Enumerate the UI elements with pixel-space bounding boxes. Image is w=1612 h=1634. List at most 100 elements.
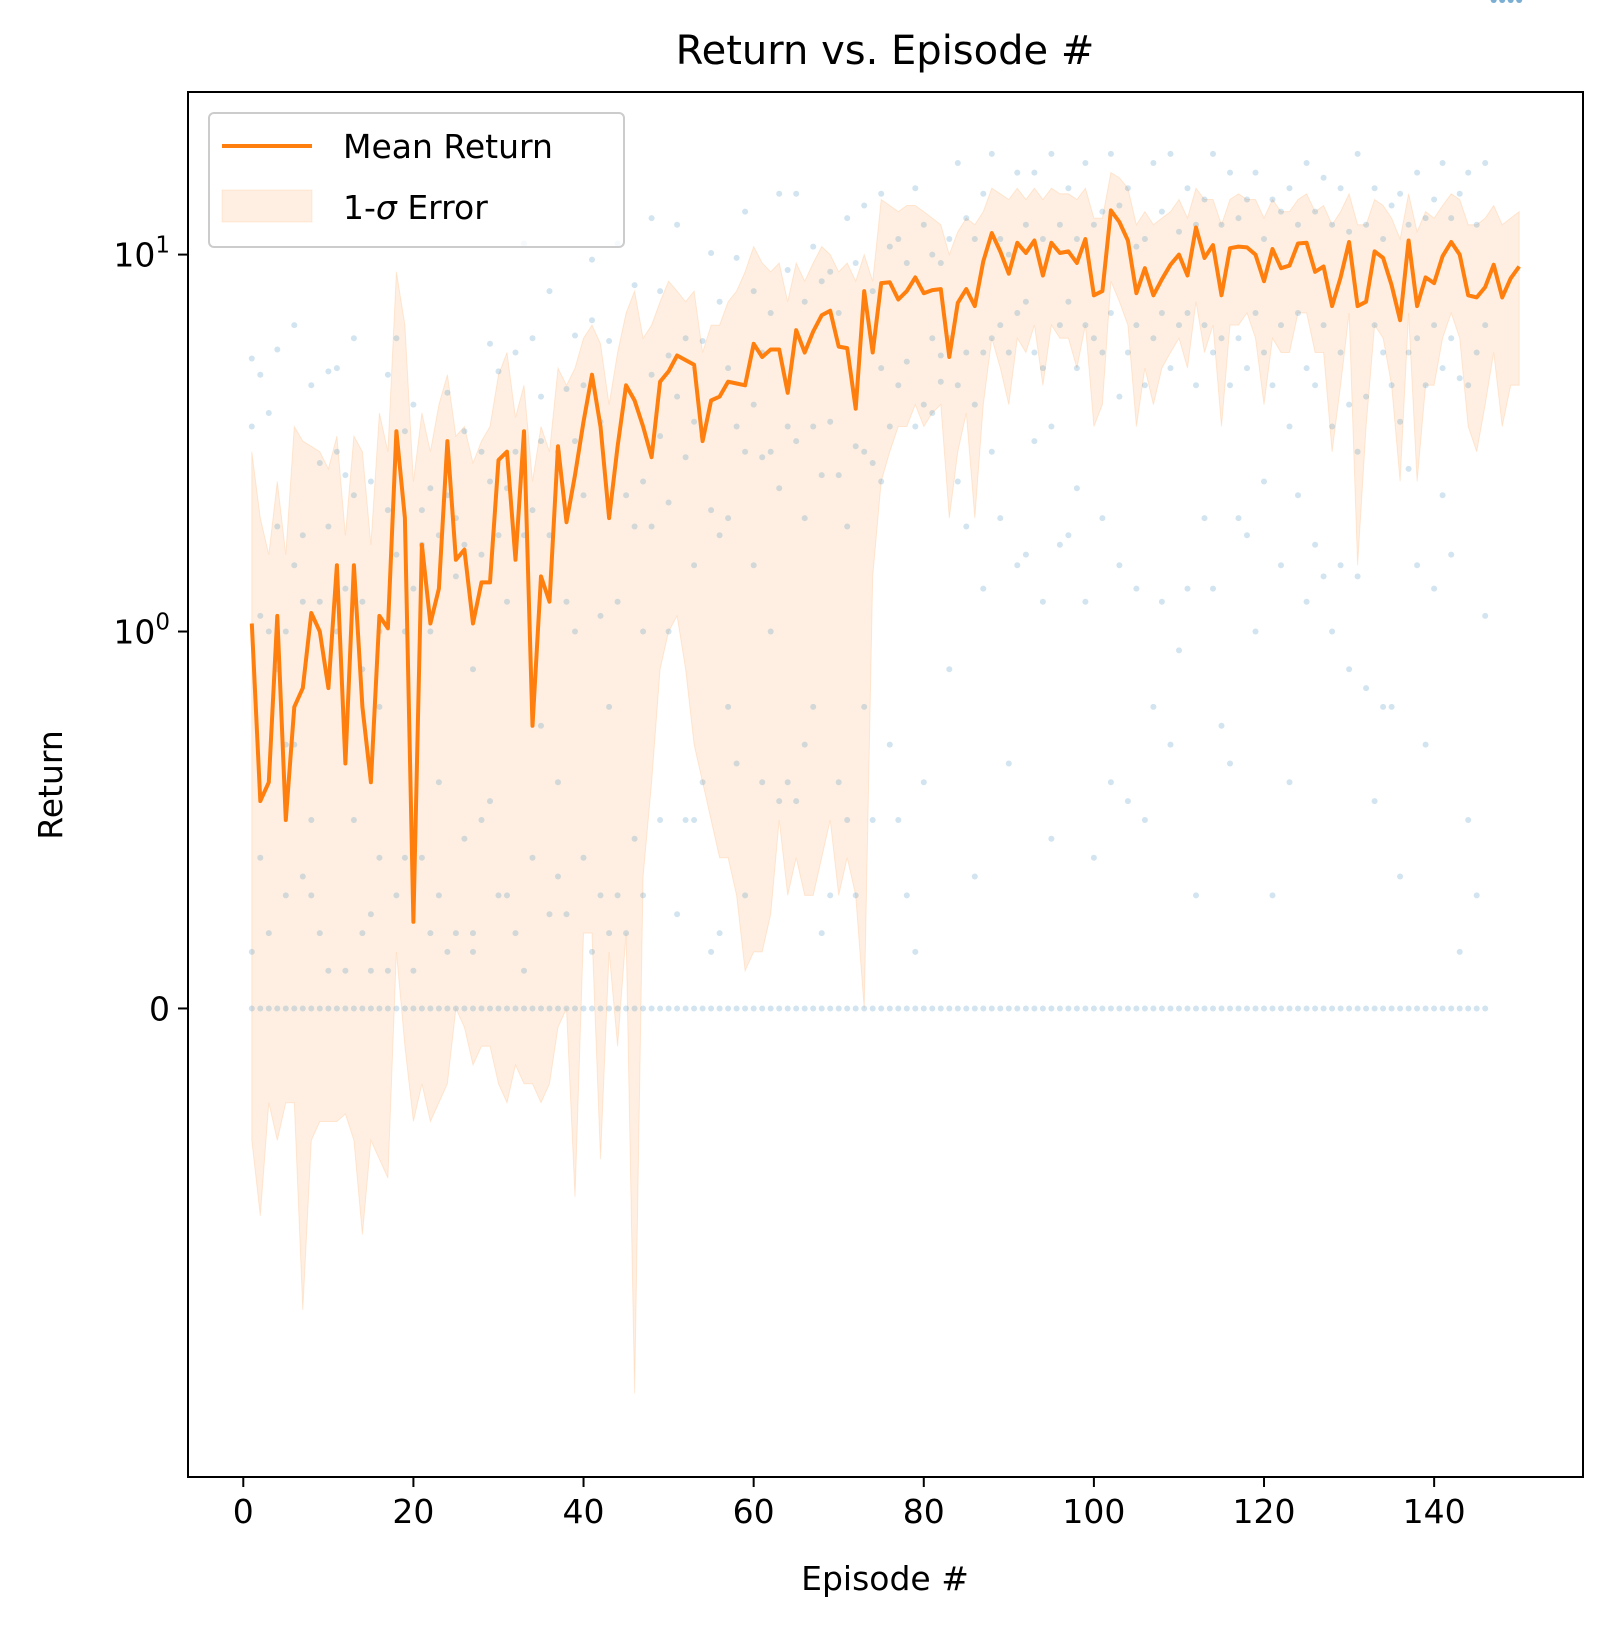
- scatter-point: [657, 817, 664, 823]
- scatter-point: [299, 873, 306, 880]
- y-tick-label: 100: [113, 610, 170, 652]
- scatter-point: [555, 873, 561, 880]
- scatter-point: [461, 428, 468, 435]
- scatter-point: [410, 401, 417, 408]
- scatter-point: [282, 892, 289, 899]
- scatter-point: [1363, 1005, 1370, 1012]
- scatter-point: [546, 532, 553, 539]
- scatter-point: [1499, 0, 1506, 3]
- scatter-point: [487, 1005, 493, 1012]
- scatter-point: [827, 268, 834, 275]
- scatter-point: [333, 1005, 340, 1012]
- scatter-point: [1082, 322, 1089, 329]
- scatter-point: [606, 1005, 613, 1012]
- scatter-point: [631, 835, 638, 842]
- scatter-point: [699, 338, 706, 344]
- scatter-point: [1371, 322, 1378, 329]
- scatter-point: [1329, 221, 1336, 228]
- scatter-point: [572, 628, 578, 635]
- scatter-point: [401, 854, 408, 861]
- scatter-point: [1286, 1005, 1293, 1012]
- scatter-point: [801, 741, 808, 748]
- chart-title: Return vs. Episode #: [676, 28, 1095, 74]
- legend-label-error-sigma: σ: [376, 188, 398, 227]
- scatter-point: [299, 532, 306, 539]
- scatter-point: [580, 1005, 587, 1012]
- scatter-point: [929, 410, 936, 416]
- scatter-point: [640, 478, 647, 485]
- scatter-point: [665, 352, 672, 359]
- scatter-point: [350, 1005, 357, 1012]
- scatter-point: [1116, 393, 1123, 400]
- scatter-point: [971, 236, 978, 242]
- scatter-point: [1107, 310, 1114, 316]
- scatter-point: [1363, 221, 1370, 228]
- scatter-point: [759, 1005, 766, 1012]
- scatter-point: [342, 967, 349, 974]
- legend-band-swatch: [221, 189, 313, 223]
- scatter-point: [997, 1005, 1004, 1012]
- scatter-point: [1516, 0, 1523, 3]
- scatter-point: [963, 349, 970, 356]
- scatter-point: [418, 507, 425, 514]
- scatter-point: [640, 628, 647, 635]
- legend: Mean Return 1-σ Error: [208, 112, 625, 248]
- scatter-point: [674, 393, 681, 400]
- scatter-point: [1507, 0, 1514, 3]
- scatter-point: [1116, 1005, 1123, 1012]
- scatter-point: [257, 371, 264, 378]
- scatter-point: [572, 1005, 578, 1012]
- scatter-point: [1312, 1005, 1319, 1012]
- scatter-point: [418, 1005, 425, 1012]
- scatter-point: [1286, 185, 1293, 192]
- scatter-point: [818, 472, 825, 479]
- scatter-point: [546, 1005, 553, 1012]
- scatter-point: [308, 1005, 315, 1012]
- scatter-point: [359, 598, 366, 605]
- scatter-point: [708, 250, 715, 256]
- scatter-point: [1278, 208, 1284, 215]
- scatter-point: [742, 892, 749, 899]
- scatter-point: [1176, 228, 1182, 235]
- scatter-point: [869, 288, 876, 295]
- scatter-point: [1056, 541, 1063, 548]
- scatter-point: [784, 267, 791, 273]
- scatter-point: [1065, 1005, 1072, 1012]
- scatter-point: [657, 288, 664, 295]
- x-axis-title: Episode #: [801, 1559, 969, 1598]
- scatter-point: [1133, 585, 1140, 592]
- scatter-point: [291, 562, 298, 569]
- scatter-point: [869, 460, 876, 466]
- scatter-point: [1039, 1005, 1046, 1012]
- scatter-point: [1337, 349, 1344, 356]
- scatter-point: [963, 1005, 970, 1012]
- scatter-point: [614, 1005, 621, 1012]
- scatter-point: [1439, 492, 1446, 499]
- scatter-point: [606, 703, 613, 710]
- scatter-point: [1141, 1005, 1148, 1012]
- scatter-point: [1227, 760, 1233, 767]
- scatter-point: [886, 243, 893, 250]
- scatter-point: [1422, 741, 1429, 748]
- scatter-point: [444, 1005, 451, 1012]
- scatter-point: [691, 817, 698, 823]
- scatter-point: [988, 1005, 995, 1012]
- scatter-point: [1048, 835, 1055, 842]
- scatter-point: [1201, 322, 1208, 329]
- scatter-point: [257, 1005, 264, 1012]
- scatter-point: [1252, 169, 1259, 176]
- scatter-point: [1278, 1005, 1284, 1012]
- scatter-point: [1014, 169, 1021, 176]
- scatter-point: [384, 507, 391, 514]
- scatter-point: [827, 1005, 834, 1012]
- scatter-point: [665, 499, 672, 506]
- scatter-point: [1388, 382, 1395, 389]
- scatter-point: [470, 948, 476, 955]
- scatter-point: [725, 703, 732, 710]
- scatter-point: [1014, 1005, 1021, 1012]
- scatter-point: [980, 1005, 987, 1012]
- scatter-point: [1158, 310, 1165, 316]
- scatter-point: [869, 817, 876, 823]
- scatter-point: [1184, 1005, 1191, 1012]
- scatter-point: [1218, 722, 1225, 729]
